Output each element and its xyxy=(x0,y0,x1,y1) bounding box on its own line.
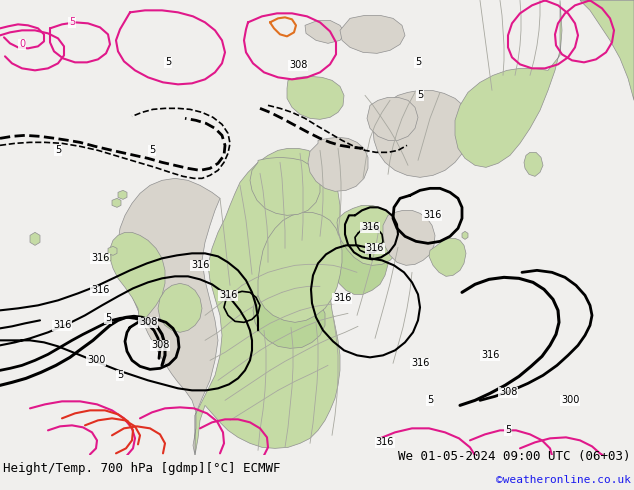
Text: 308: 308 xyxy=(151,341,169,350)
Polygon shape xyxy=(429,238,466,276)
Text: 316: 316 xyxy=(366,244,384,253)
Text: 5: 5 xyxy=(417,90,423,100)
Text: 5: 5 xyxy=(117,370,123,380)
Text: 316: 316 xyxy=(481,350,499,360)
Text: 316: 316 xyxy=(219,291,237,300)
Text: 5: 5 xyxy=(165,57,171,67)
Text: 316: 316 xyxy=(376,438,394,447)
Polygon shape xyxy=(383,210,435,266)
Text: 5: 5 xyxy=(149,146,155,155)
Polygon shape xyxy=(308,137,368,192)
Text: 300: 300 xyxy=(87,355,105,366)
Text: 316: 316 xyxy=(191,260,209,270)
Polygon shape xyxy=(524,152,543,176)
Text: 0: 0 xyxy=(19,39,25,49)
Text: 5: 5 xyxy=(505,425,511,435)
Polygon shape xyxy=(112,198,121,207)
Text: 5: 5 xyxy=(427,395,433,405)
Text: 5: 5 xyxy=(415,57,421,67)
Text: 5: 5 xyxy=(105,313,111,323)
Polygon shape xyxy=(195,148,340,455)
Polygon shape xyxy=(108,246,117,255)
Polygon shape xyxy=(102,253,111,262)
Polygon shape xyxy=(373,90,470,177)
Text: 5: 5 xyxy=(55,146,61,155)
Polygon shape xyxy=(462,231,468,239)
Polygon shape xyxy=(337,205,400,266)
Text: 316: 316 xyxy=(361,222,379,232)
Text: 316: 316 xyxy=(91,285,109,295)
Text: 308: 308 xyxy=(499,388,517,397)
Text: ©weatheronline.co.uk: ©weatheronline.co.uk xyxy=(496,475,631,485)
Text: Height/Temp. 700 hPa [gdmp][°C] ECMWF: Height/Temp. 700 hPa [gdmp][°C] ECMWF xyxy=(3,462,281,475)
Polygon shape xyxy=(340,15,405,53)
Text: 316: 316 xyxy=(411,358,429,368)
Text: We 01-05-2024 09:00 UTC (06+03): We 01-05-2024 09:00 UTC (06+03) xyxy=(398,450,631,463)
Text: 316: 316 xyxy=(91,253,109,263)
Polygon shape xyxy=(118,178,220,455)
Polygon shape xyxy=(30,232,40,245)
Polygon shape xyxy=(110,232,165,325)
Polygon shape xyxy=(158,283,202,332)
Polygon shape xyxy=(305,21,345,43)
Polygon shape xyxy=(250,157,320,215)
Text: 300: 300 xyxy=(561,395,579,405)
Text: 5: 5 xyxy=(69,17,75,27)
Text: 316: 316 xyxy=(53,320,71,330)
Text: 316: 316 xyxy=(333,294,351,303)
Polygon shape xyxy=(333,232,388,294)
Polygon shape xyxy=(258,212,342,322)
Polygon shape xyxy=(580,0,634,100)
Polygon shape xyxy=(455,0,562,168)
Polygon shape xyxy=(367,98,418,140)
Polygon shape xyxy=(253,288,325,348)
Polygon shape xyxy=(118,190,127,199)
Polygon shape xyxy=(287,76,344,120)
Text: 308: 308 xyxy=(289,60,307,71)
Text: 308: 308 xyxy=(139,318,157,327)
Text: 316: 316 xyxy=(423,210,441,221)
